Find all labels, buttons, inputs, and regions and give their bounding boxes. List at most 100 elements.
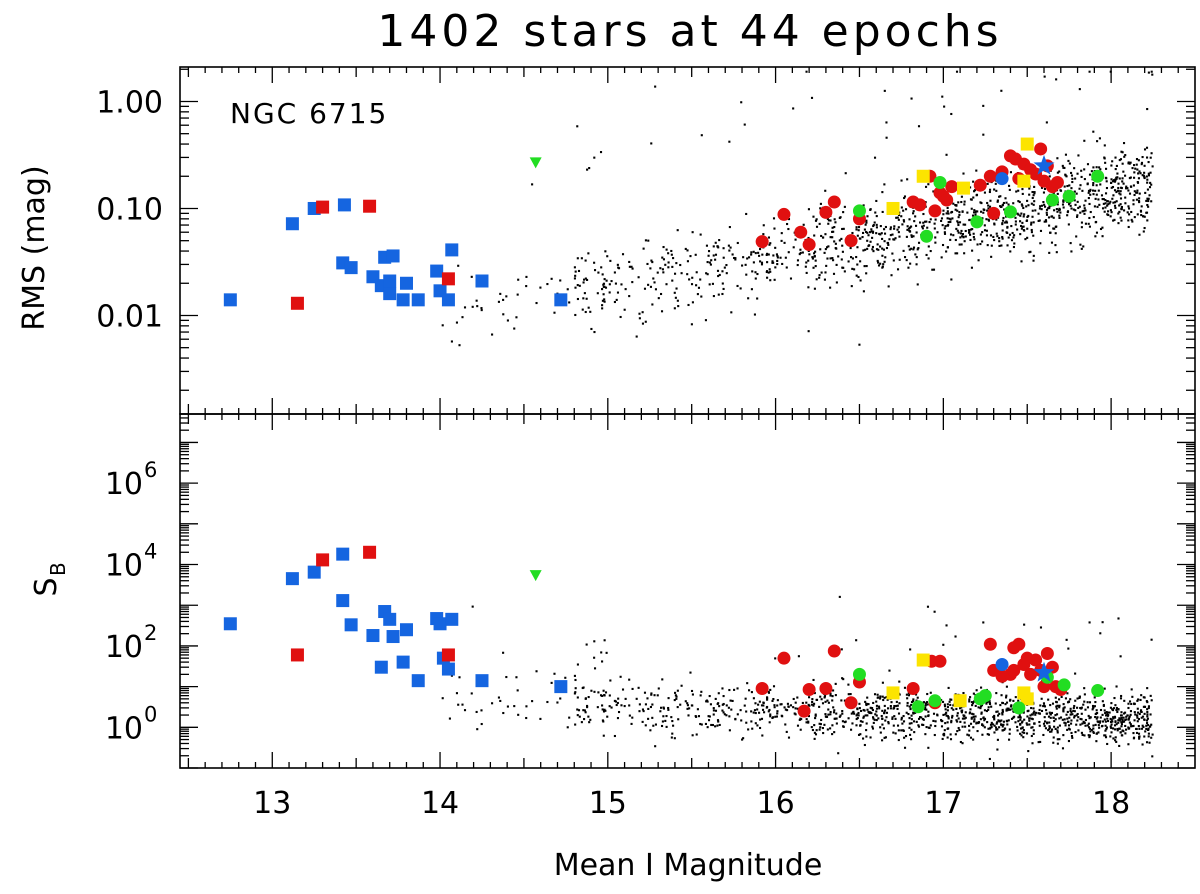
- field-star: [748, 689, 751, 692]
- field-star: [981, 217, 984, 220]
- field-star: [1006, 720, 1009, 723]
- field-star: [1039, 626, 1043, 629]
- field-star: [1019, 718, 1022, 721]
- field-star: [946, 246, 949, 249]
- field-star: [1053, 720, 1056, 723]
- field-star: [825, 246, 829, 249]
- field-star: [835, 712, 838, 715]
- red-circles-marker: [1034, 142, 1048, 156]
- field-star: [1042, 191, 1046, 194]
- field-star: [608, 291, 611, 294]
- field-star: [1107, 203, 1110, 206]
- field-star: [949, 733, 952, 736]
- field-star: [986, 721, 989, 724]
- field-star: [949, 703, 952, 706]
- field-star: [1054, 714, 1057, 717]
- field-star: [827, 708, 830, 711]
- field-star: [1001, 725, 1004, 728]
- field-star: [1033, 722, 1036, 725]
- field-star: [943, 232, 947, 235]
- field-star: [1141, 174, 1144, 177]
- field-star: [1050, 730, 1053, 733]
- red-circles-marker: [827, 644, 841, 658]
- field-star: [943, 729, 946, 732]
- y-tick-label: 10: [105, 711, 143, 746]
- field-star: [1113, 204, 1117, 207]
- field-star: [812, 266, 815, 269]
- field-star: [1021, 225, 1024, 228]
- field-star: [871, 725, 874, 728]
- field-star: [1070, 719, 1073, 722]
- field-star: [883, 736, 886, 739]
- field-star: [1055, 700, 1058, 703]
- field-star: [637, 686, 640, 689]
- field-star: [1122, 142, 1126, 145]
- field-star: [837, 752, 840, 755]
- field-star: [566, 288, 569, 291]
- field-star: [1116, 727, 1119, 731]
- field-star: [1127, 162, 1130, 165]
- field-star: [961, 235, 964, 238]
- blue-squares-marker: [441, 662, 455, 676]
- field-star: [1121, 151, 1124, 154]
- field-star: [856, 708, 859, 711]
- field-star: [1147, 199, 1150, 203]
- field-star: [1067, 223, 1070, 226]
- field-star: [1144, 191, 1147, 194]
- field-star: [989, 723, 993, 726]
- field-star: [673, 291, 676, 294]
- field-star: [1079, 723, 1082, 726]
- field-star: [1116, 729, 1119, 732]
- field-star: [1048, 725, 1051, 728]
- field-star: [940, 219, 943, 222]
- field-star: [1127, 743, 1130, 746]
- field-star: [768, 243, 771, 246]
- field-star: [889, 226, 892, 229]
- field-star: [902, 729, 905, 732]
- field-star: [593, 667, 597, 670]
- field-star: [957, 223, 960, 227]
- yellow-squares-marker: [956, 181, 970, 195]
- field-star: [957, 201, 960, 204]
- field-star: [630, 722, 633, 725]
- field-star: [835, 263, 838, 266]
- red-circles-marker: [945, 180, 959, 194]
- field-star: [671, 720, 674, 723]
- green-circles-marker: [911, 700, 925, 714]
- field-star: [1143, 735, 1146, 738]
- blue-squares-marker: [344, 261, 358, 275]
- field-star: [733, 688, 736, 691]
- field-star: [917, 724, 920, 727]
- field-star: [1054, 244, 1057, 247]
- field-star: [480, 309, 483, 312]
- field-star: [602, 293, 605, 296]
- field-star: [1146, 722, 1149, 725]
- field-star: [1000, 244, 1003, 247]
- field-star: [885, 136, 888, 139]
- blue-squares-marker: [386, 249, 400, 263]
- field-star: [1138, 737, 1141, 740]
- field-star: [1026, 236, 1029, 239]
- field-star: [1089, 730, 1092, 733]
- field-star: [867, 703, 870, 706]
- field-star: [1084, 724, 1087, 727]
- field-star: [1058, 717, 1061, 720]
- field-star: [989, 234, 993, 237]
- field-star: [946, 217, 949, 220]
- field-star: [986, 733, 989, 736]
- field-star: [1051, 215, 1054, 218]
- field-star: [1026, 715, 1029, 718]
- field-star: [1006, 707, 1009, 710]
- field-star: [1043, 716, 1046, 719]
- blue-squares-marker: [383, 274, 397, 288]
- field-star: [866, 696, 869, 699]
- field-star: [741, 738, 744, 741]
- field-star: [1001, 702, 1005, 705]
- field-star: [1080, 731, 1083, 734]
- field-star: [1094, 723, 1097, 726]
- field-star: [1022, 206, 1025, 210]
- field-star: [1104, 736, 1108, 739]
- field-star: [1120, 186, 1123, 189]
- field-star: [1052, 192, 1055, 195]
- field-star: [914, 693, 918, 696]
